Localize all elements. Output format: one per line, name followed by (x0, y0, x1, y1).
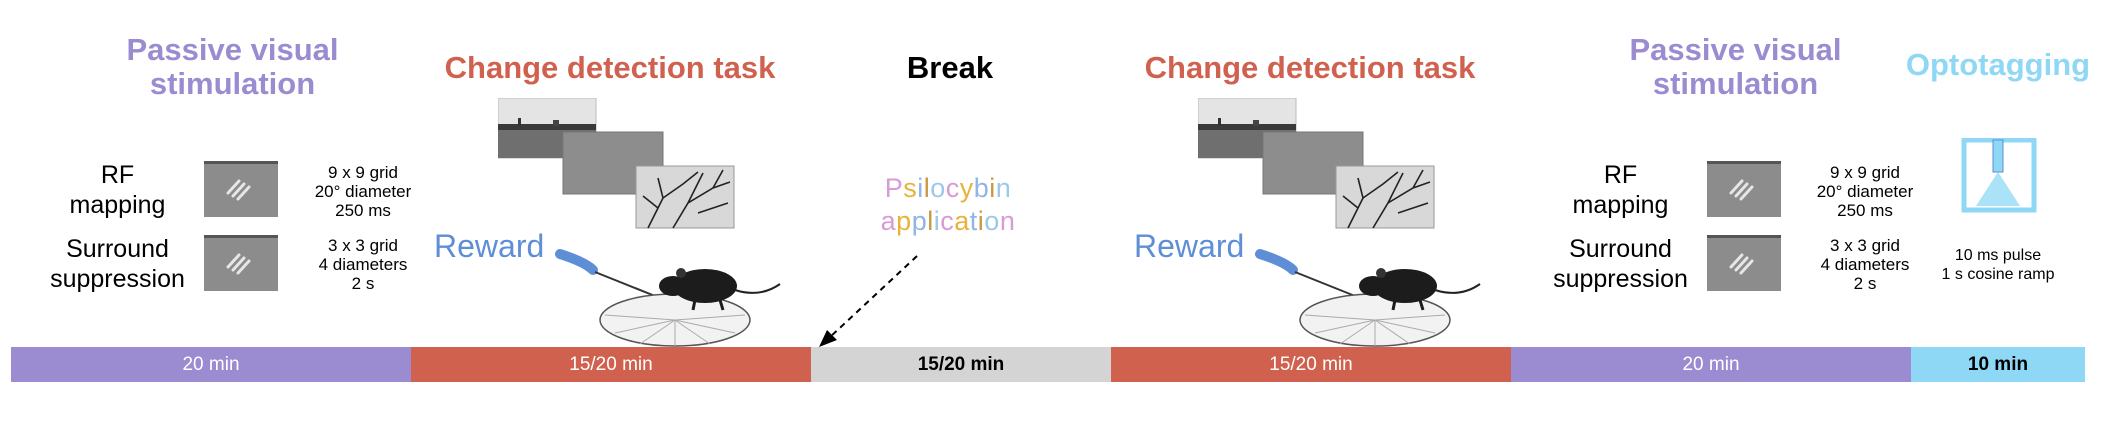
passive-stim-title-1: Passive visual stimulation (90, 33, 375, 101)
param-line: 20° diameter (1816, 182, 1914, 201)
mouse-on-wheel-icon (555, 240, 785, 360)
rf-mapping-params-1: 9 x 9 grid 20° diameter 250 ms (298, 163, 428, 220)
timeline-segment-passive-1: 20 min (11, 347, 411, 382)
duration-label: 10 min (1967, 353, 2029, 375)
param-line: 2 s (351, 274, 375, 293)
timeline-segment-opto: 10 min (1911, 347, 2085, 382)
label-line: RF (1603, 161, 1638, 189)
timeline-segment-change-1: 15/20 min (411, 347, 811, 382)
optotagging-params: 10 ms pulse 1 s cosine ramp (1918, 246, 2078, 284)
surround-label-2: Surround suppression (1538, 234, 1703, 294)
label-line: mapping (69, 191, 166, 219)
duration-label: 20 min (182, 353, 240, 375)
label-line: RF (100, 161, 135, 189)
timeline-segment-change-2: 15/20 min (1111, 347, 1511, 382)
param-line: 2 s (1853, 274, 1877, 293)
label-line: suppression (1553, 265, 1688, 293)
psilocybin-annotation: Psilocybin application (848, 172, 1048, 238)
param-line: 4 diameters (1820, 255, 1910, 274)
annotation-line: application (880, 206, 1016, 236)
mouse-on-wheel-icon (1255, 240, 1485, 360)
rf-mapping-label-1: RF mapping (45, 160, 190, 220)
grating-stimulus-icon (1707, 235, 1781, 291)
duration-label: 15/20 min (569, 353, 653, 375)
title-line: Passive visual (126, 32, 339, 67)
change-detection-title-2: Change detection task (1144, 50, 1476, 85)
natural-image-stack-1 (497, 97, 738, 230)
optotagging-title: Optotagging (1905, 47, 2091, 82)
label-line: suppression (50, 265, 185, 293)
label-line: mapping (1572, 191, 1669, 219)
rf-mapping-params-2: 9 x 9 grid 20° diameter 250 ms (1800, 163, 1930, 220)
surround-label-1: Surround suppression (35, 234, 200, 294)
param-line: 10 ms pulse (1954, 247, 2042, 264)
duration-label: 15/20 min (1269, 353, 1353, 375)
param-line: 3 x 3 grid (1830, 236, 1900, 255)
change-detection-title-1: Change detection task (444, 50, 776, 85)
grating-stimulus-icon (204, 161, 278, 217)
label-line: Surround (1569, 235, 1672, 263)
title-line: stimulation (1652, 66, 1819, 101)
passive-stim-title-2: Passive visual stimulation (1593, 33, 1878, 101)
param-line: 250 ms (335, 201, 391, 220)
laser-icon (1960, 137, 2038, 214)
duration-label: 20 min (1682, 353, 1740, 375)
title-line: stimulation (149, 66, 316, 101)
rf-mapping-label-2: RF mapping (1548, 160, 1693, 220)
annotation-line: Psilocybin (884, 173, 1012, 203)
break-title: Break (906, 50, 994, 85)
reward-label-1: Reward (434, 228, 545, 264)
title-line: Passive visual (1629, 32, 1842, 67)
param-line: 1 s cosine ramp (1941, 266, 2055, 283)
reward-label-2: Reward (1134, 228, 1245, 264)
param-line: 20° diameter (314, 182, 412, 201)
param-line: 3 x 3 grid (328, 236, 398, 255)
timeline-segment-passive-2: 20 min (1511, 347, 1911, 382)
label-line: Surround (66, 235, 169, 263)
param-line: 9 x 9 grid (1830, 163, 1900, 182)
dashed-arrow-icon (815, 250, 925, 350)
param-line: 9 x 9 grid (328, 163, 398, 182)
grating-stimulus-icon (1707, 161, 1781, 217)
natural-image-stack-2 (1197, 97, 1438, 230)
timeline-segment-break: 15/20 min (811, 347, 1111, 382)
grating-stimulus-icon (204, 235, 278, 291)
param-line: 4 diameters (318, 255, 408, 274)
surround-params-1: 3 x 3 grid 4 diameters 2 s (298, 236, 428, 293)
surround-params-2: 3 x 3 grid 4 diameters 2 s (1800, 236, 1930, 293)
duration-label: 15/20 min (917, 353, 1005, 375)
param-line: 250 ms (1837, 201, 1893, 220)
